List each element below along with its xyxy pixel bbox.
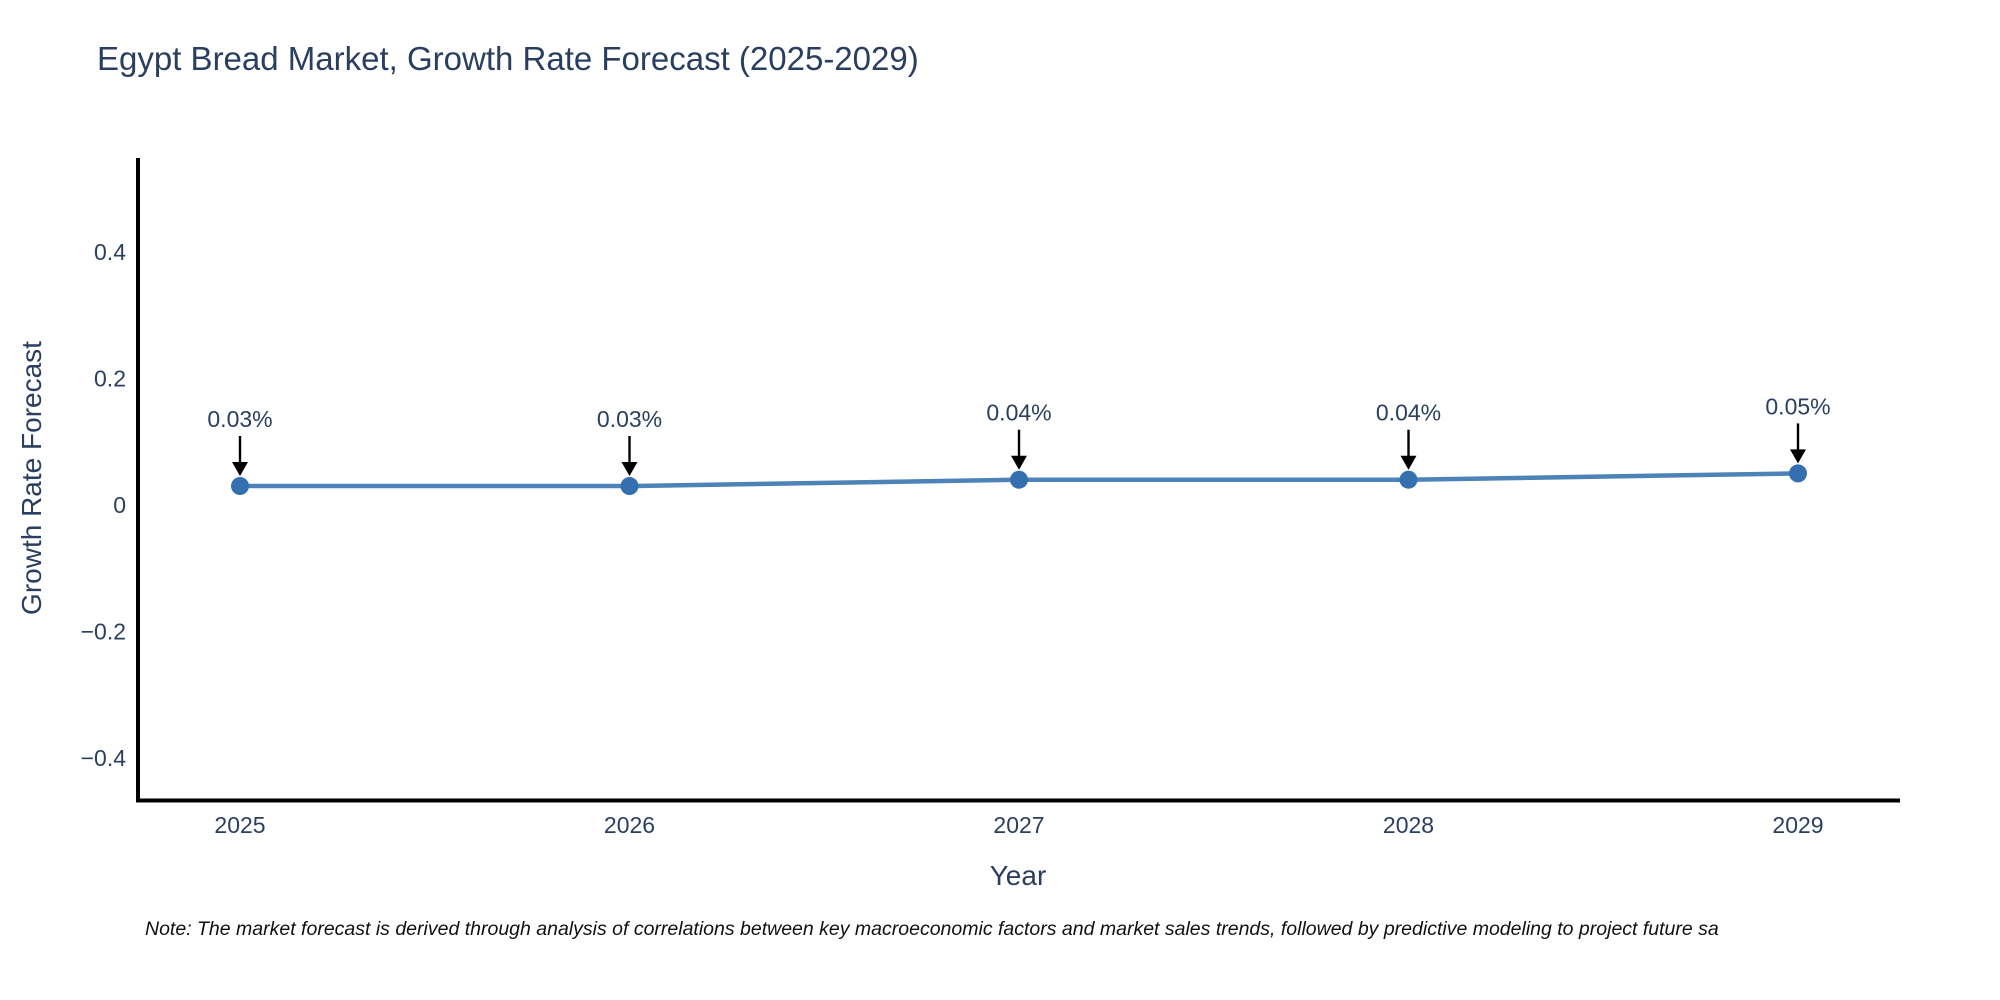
annotation-arrow-head [1400,455,1417,470]
y-tick-label: 0.4 [94,239,126,265]
annotation-arrow-head [1790,449,1806,464]
y-tick-label: 0 [113,492,126,518]
point-annotation: 0.03% [207,406,272,432]
data-point-marker [620,477,639,496]
annotation-arrow-head [621,462,638,477]
x-tick-label: 2025 [214,812,265,838]
x-axis-title: Year [989,860,1047,891]
data-point-marker [231,477,249,496]
x-tick-label: 2027 [993,812,1044,838]
point-annotation: 0.05% [1765,393,1830,419]
data-point-marker [1399,470,1418,489]
data-point-marker [1789,464,1807,483]
x-tick-label: 2028 [1383,812,1434,838]
annotation-arrow-head [1011,455,1027,470]
annotation-arrow-head [232,462,248,477]
point-annotation: 0.04% [986,400,1051,426]
y-tick-label: −0.2 [81,618,126,644]
data-point-marker [1010,470,1028,489]
point-annotation: 0.04% [1376,400,1441,426]
point-annotation: 0.03% [597,406,662,432]
y-tick-label: −0.4 [81,745,127,771]
x-tick-label: 2029 [1772,812,1823,838]
chart-title: Egypt Bread Market, Growth Rate Forecast… [97,40,919,77]
footnote: Note: The market forecast is derived thr… [145,918,1719,940]
y-tick-label: 0.2 [94,366,126,392]
x-tick-label: 2026 [604,812,655,838]
